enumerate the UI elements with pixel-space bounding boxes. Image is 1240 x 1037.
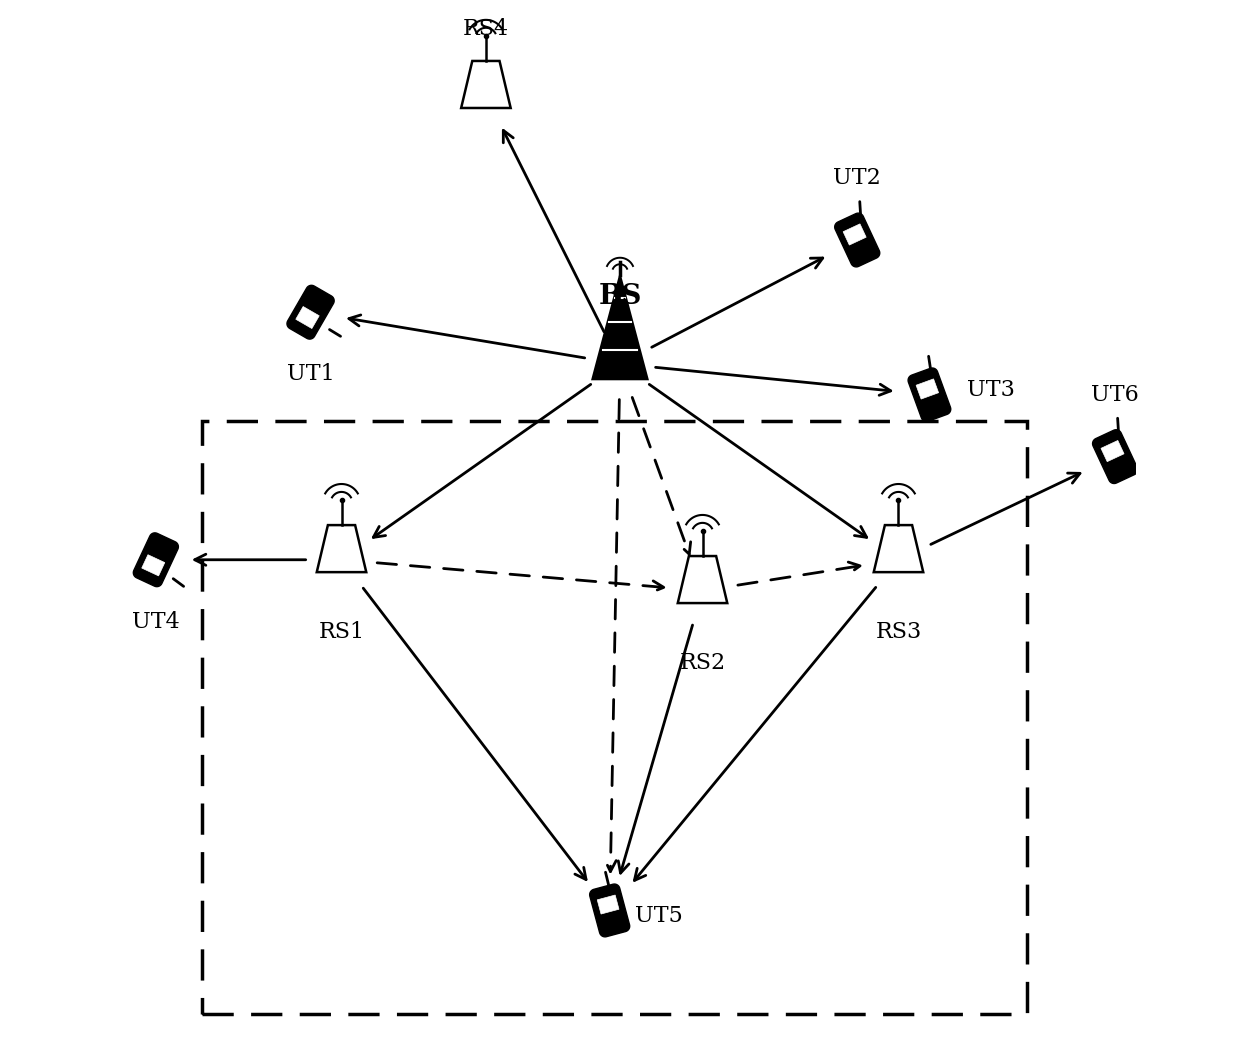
Text: RS1: RS1 — [319, 621, 365, 643]
Polygon shape — [598, 895, 619, 914]
Text: UT4: UT4 — [131, 611, 180, 633]
Text: UT2: UT2 — [833, 167, 882, 189]
Polygon shape — [141, 555, 165, 576]
Text: RS4: RS4 — [463, 18, 508, 39]
Text: UT6: UT6 — [1091, 384, 1140, 405]
Polygon shape — [835, 213, 879, 267]
Text: RS3: RS3 — [875, 621, 921, 643]
Polygon shape — [296, 307, 319, 329]
Polygon shape — [461, 61, 511, 108]
Polygon shape — [916, 379, 939, 399]
Polygon shape — [1101, 441, 1123, 461]
Polygon shape — [678, 556, 728, 604]
Text: UT5: UT5 — [635, 904, 683, 927]
Polygon shape — [286, 285, 334, 339]
Bar — [202, 421, 1028, 1013]
Text: UT3: UT3 — [967, 379, 1016, 400]
Text: BS: BS — [599, 283, 641, 310]
Polygon shape — [590, 884, 630, 936]
Polygon shape — [316, 525, 366, 572]
Polygon shape — [134, 533, 179, 587]
Polygon shape — [874, 525, 924, 572]
Text: UT1: UT1 — [286, 363, 335, 385]
Polygon shape — [908, 368, 951, 421]
Polygon shape — [1092, 429, 1137, 483]
Text: RS2: RS2 — [680, 652, 725, 674]
Polygon shape — [593, 275, 647, 380]
Polygon shape — [843, 224, 867, 245]
